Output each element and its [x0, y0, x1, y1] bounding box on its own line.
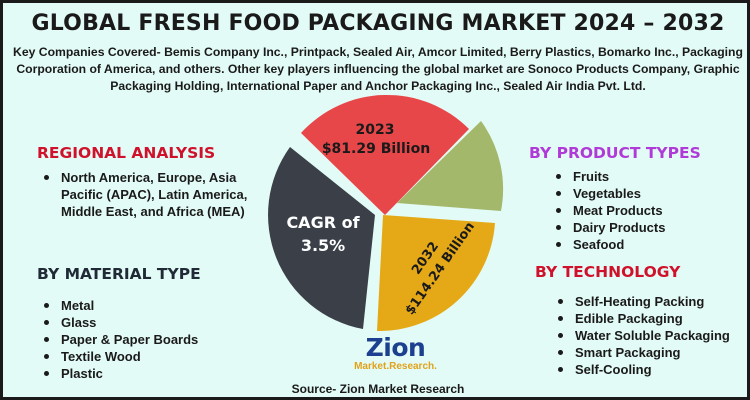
list-item: Metal: [37, 297, 257, 314]
logo-subtext: Market.Research.: [354, 361, 437, 372]
list-item: Textile Wood: [37, 348, 257, 365]
list-item: Glass: [37, 314, 257, 331]
pie-label-cagr-line1: CAGR of: [286, 213, 360, 232]
list-item: Paper & Paper Boards: [37, 331, 257, 348]
pie-segment-2032: [377, 215, 495, 332]
regional-analysis-heading: REGIONAL ANALYSIS: [37, 144, 216, 162]
pie-segment-2023: [301, 94, 469, 215]
list-item: Meat Products: [549, 202, 729, 219]
list-item: Vegetables: [549, 185, 729, 202]
source-credit: Source- Zion Market Research: [291, 382, 465, 396]
pie-segment-cagr: [268, 147, 375, 329]
pie-segment-green: [397, 121, 504, 211]
market-pie-graphic: 2023 $81.29 Billion CAGR of 3.5% 2032 $1…: [268, 94, 504, 332]
list-item: North America, Europe, Asia Pacific (APA…: [37, 169, 267, 220]
list-item: Smart Packaging: [551, 344, 741, 361]
technology-heading: BY TECHNOLOGY: [535, 263, 681, 281]
product-types-heading: BY PRODUCT TYPES: [529, 144, 701, 162]
key-companies-text: Key Companies Covered- Bemis Company Inc…: [13, 45, 743, 93]
list-item: Seafood: [549, 236, 729, 253]
material-list: Metal Glass Paper & Paper Boards Textile…: [37, 297, 257, 382]
pie-label-cagr-line2: 3.5%: [301, 236, 345, 255]
list-item: Self-Cooling: [551, 361, 741, 378]
pie-label-2023-year: 2023: [356, 122, 395, 138]
pie-label-2023-value: $81.29 Billion: [322, 141, 430, 157]
zion-logo: Zion Market.Research.: [353, 333, 438, 375]
material-type-heading: BY MATERIAL TYPE: [37, 265, 201, 283]
logo-wordmark: Zion: [365, 333, 426, 362]
regional-list: North America, Europe, Asia Pacific (APA…: [37, 169, 267, 220]
list-item: Plastic: [37, 365, 257, 382]
list-item: Edible Packaging: [551, 310, 741, 327]
list-item: Water Soluble Packaging: [551, 327, 741, 344]
product-list: Fruits Vegetables Meat Products Dairy Pr…: [549, 168, 729, 253]
list-item: Self-Heating Packing: [551, 293, 741, 310]
technology-list: Self-Heating Packing Edible Packaging Wa…: [551, 293, 741, 378]
list-item: Fruits: [549, 168, 729, 185]
page-title: GLOBAL FRESH FOOD PACKAGING MARKET 2024 …: [31, 11, 725, 36]
list-item: Dairy Products: [549, 219, 729, 236]
